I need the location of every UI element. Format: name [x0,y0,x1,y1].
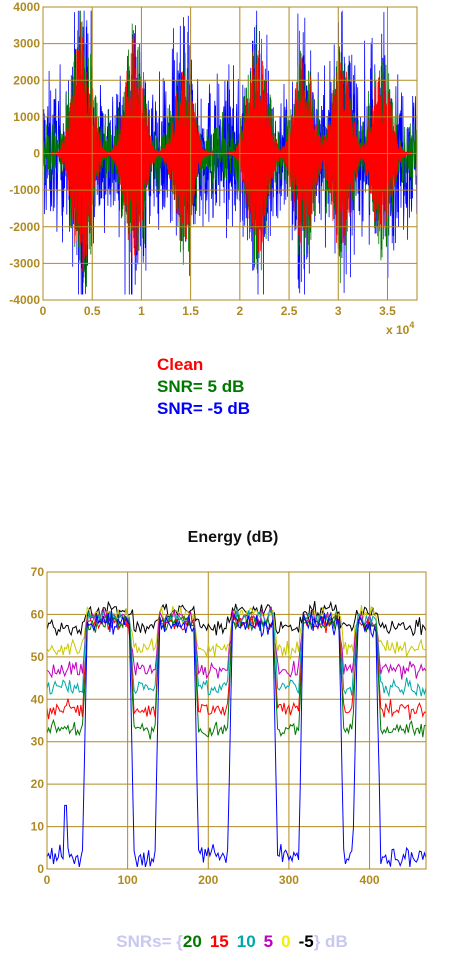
y-tick-label: 10 [31,820,45,834]
x-tick-label: 0.5 [84,304,101,318]
y-tick-label: 20 [31,777,45,791]
y-tick-label: 50 [31,650,45,664]
y-tick-label: -3000 [9,256,40,270]
x-tick-label: 0 [44,873,51,887]
x-multiplier-label: x 104 [386,320,414,337]
x-tick-label: 1.5 [182,304,199,318]
y-tick-label: -4000 [9,293,40,307]
waveform-plot-area [42,10,418,295]
y-tick-label: 1000 [13,110,40,124]
y-tick-label: 30 [31,735,45,749]
snrs-legend-part: SNRs= { [116,932,183,951]
y-tick-label: 0 [37,862,44,876]
waveform-x-ticks: 0 0.5 1 1.5 2 2.5 3 3.5 [40,304,396,318]
x-tick-label: 300 [279,873,299,887]
snrs-legend-part: 0 [281,932,290,951]
x-tick-label: 2 [236,304,243,318]
x-tick-label: 3 [335,304,342,318]
snrs-legend-part: 5 [264,932,273,951]
waveform-axes-frame [42,6,418,301]
x-tick-label: 100 [118,873,138,887]
x-tick-label: 0 [40,304,47,318]
legend-entry: SNR= -5 dB [157,399,250,418]
energy-plot-area [46,600,427,868]
waveform-legend: Clean SNR= 5 dB SNR= -5 dB [157,355,250,418]
x-multiplier-exponent: 4 [409,320,414,330]
snrs-legend-part: 10 [237,932,256,951]
snrs-legend-part: 15 [210,932,229,951]
y-tick-label: 4000 [13,0,40,14]
legend-entry: Clean [157,355,203,374]
snrs-legend-part: 20 [183,932,202,951]
series-line-Clean [46,609,427,868]
y-tick-label: -2000 [9,220,40,234]
x-tick-label: 400 [360,873,380,887]
snrs-legend: SNRs= {20 15 10 5 0 -5} dB [116,932,347,951]
y-tick-label: 0 [33,147,40,161]
x-tick-label: 3.5 [379,304,396,318]
x-tick-label: 200 [198,873,218,887]
y-tick-label: -1000 [9,183,40,197]
energy-axes-frame [46,571,427,870]
energy-chart-title: Energy (dB) [188,529,279,546]
y-tick-label: 2000 [13,73,40,87]
y-tick-label: 60 [31,607,45,621]
energy-y-ticks: 0 10 20 30 40 50 60 70 [31,565,45,876]
y-tick-label: 40 [31,692,45,706]
energy-x-ticks: 0 100 200 300 400 [44,873,380,887]
snrs-legend-part: -5 [299,932,314,951]
y-tick-label: 70 [31,565,45,579]
snrs-legend-part: } dB [314,932,348,951]
y-tick-label: 3000 [13,37,40,51]
x-tick-label: 1 [138,304,145,318]
waveform-y-ticks: -4000 -3000 -2000 -1000 0 1000 2000 3000 4000 [9,0,40,307]
waveform-grid [42,6,417,301]
legend-entry: SNR= 5 dB [157,377,244,396]
x-tick-label: 2.5 [281,304,298,318]
